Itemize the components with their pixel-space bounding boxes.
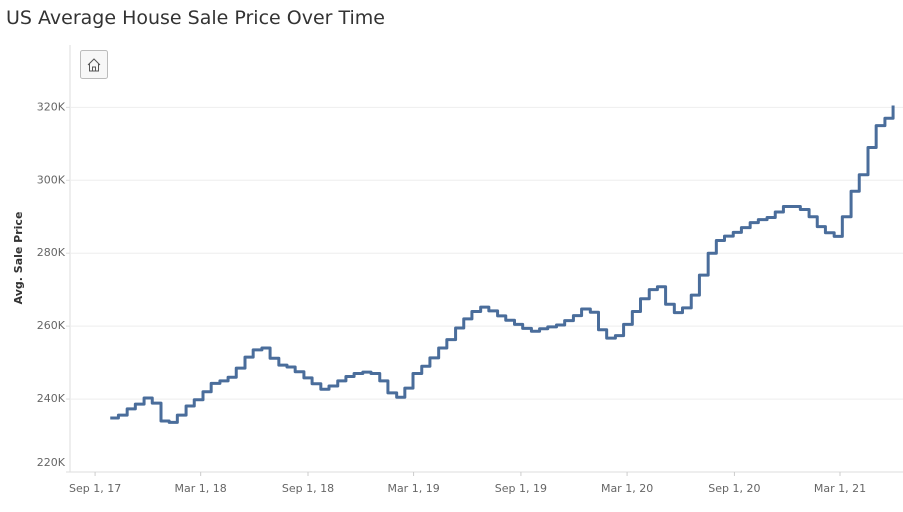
x-tick-label: Mar 1, 21 (814, 482, 866, 495)
y-tick-label: 240K (37, 392, 66, 405)
x-tick-label: Sep 1, 20 (708, 482, 760, 495)
y-tick-label: 300K (37, 173, 66, 186)
y-tick-label: 280K (37, 246, 66, 259)
x-tick-label: Mar 1, 19 (387, 482, 439, 495)
y-axis-label: Avg. Sale Price (12, 212, 25, 305)
y-tick-label: 320K (37, 100, 66, 113)
x-tick-label: Mar 1, 20 (601, 482, 653, 495)
x-tick-label: Sep 1, 18 (282, 482, 334, 495)
price-line (110, 105, 895, 424)
x-tick-label: Mar 1, 18 (175, 482, 227, 495)
y-tick-label: 260K (37, 319, 66, 332)
home-icon[interactable] (87, 58, 101, 72)
home-button[interactable] (80, 50, 108, 79)
x-tick-label: Sep 1, 17 (69, 482, 121, 495)
chart-title: US Average House Sale Price Over Time (6, 7, 385, 29)
y-tick-label: 220K (37, 456, 66, 469)
home-button-box[interactable] (80, 50, 108, 79)
x-tick-label: Sep 1, 19 (495, 482, 547, 495)
